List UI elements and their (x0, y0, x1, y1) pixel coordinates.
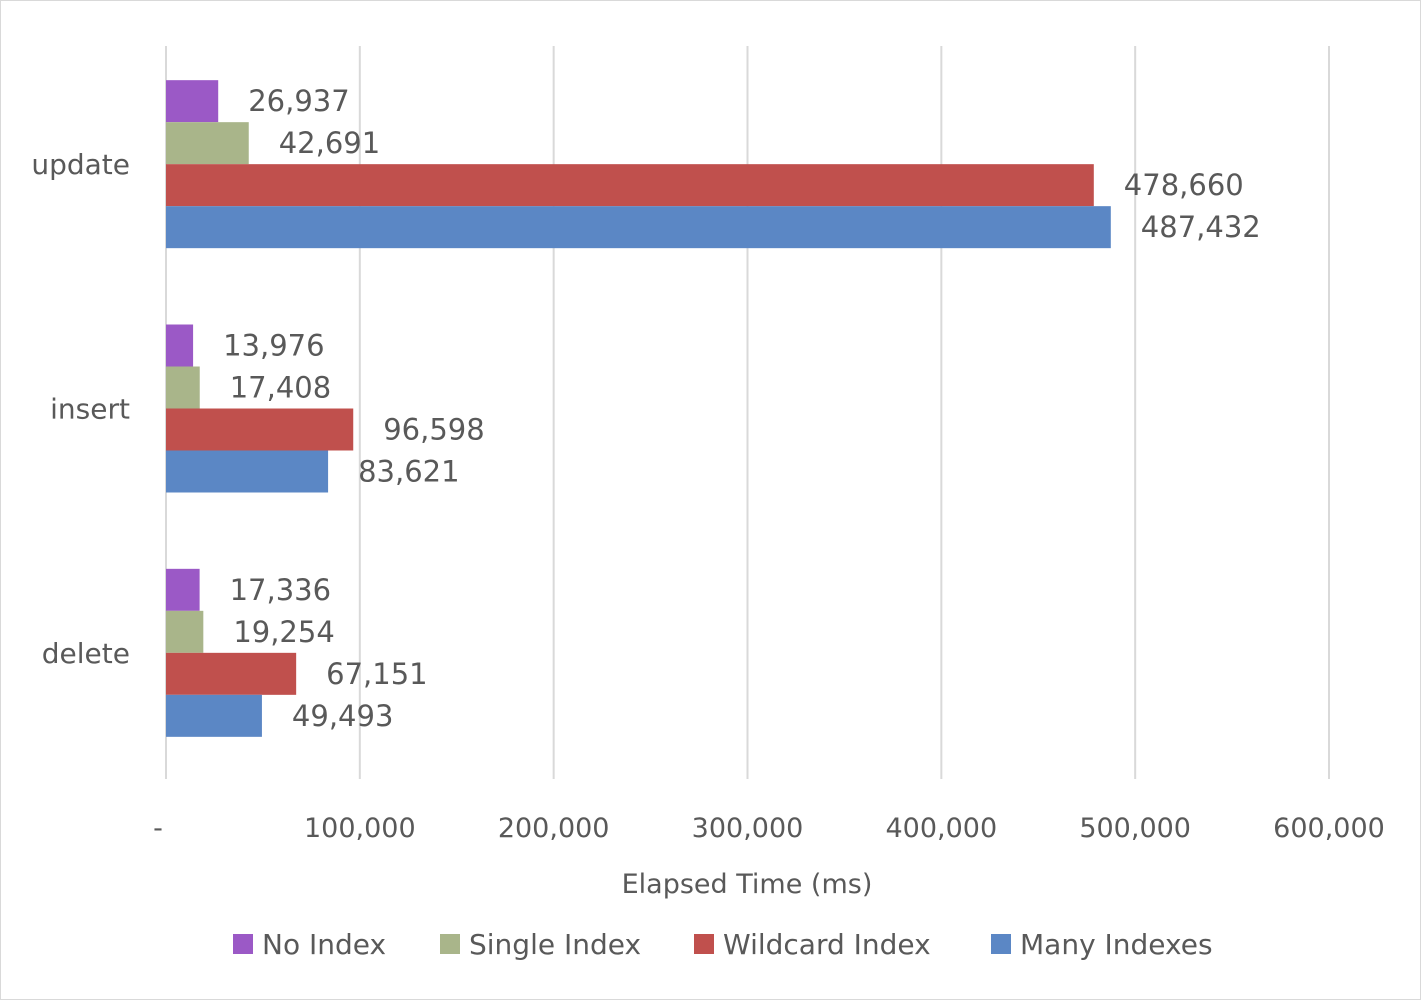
legend-swatch (694, 934, 714, 954)
data-label: 19,254 (233, 615, 334, 649)
legend-swatch (440, 934, 460, 954)
data-label: 49,493 (292, 699, 393, 733)
data-label: 17,336 (230, 573, 331, 607)
data-label: 478,660 (1124, 168, 1244, 202)
bar-delete-no-index (166, 568, 200, 611)
data-labels: 26,937 42,691 478,660 487,432 13,976 17,408 96… (223, 84, 1261, 733)
data-label: 83,621 (358, 455, 459, 489)
data-label: 96,598 (383, 413, 484, 447)
bar-insert-single-index (166, 366, 200, 409)
x-tick-labels: - 100,000 200,000 300,000 400,000 500,000 600,… (153, 813, 1385, 844)
legend-label: No Index (262, 928, 386, 961)
data-label: 17,408 (230, 371, 331, 405)
x-tick-label: 400,000 (886, 813, 998, 844)
category-labels: update insert delete (31, 148, 130, 670)
x-axis-title: Elapsed Time (ms) (622, 869, 873, 900)
category-label-insert: insert (50, 393, 130, 426)
bar-update-no-index (166, 80, 219, 123)
legend-swatch (991, 934, 1011, 954)
data-label: 42,691 (279, 126, 380, 160)
x-tick-label: 200,000 (498, 813, 610, 844)
category-label-delete: delete (42, 637, 130, 670)
bar-delete-many-indexes (166, 694, 262, 737)
bar-insert-no-index (166, 324, 194, 367)
bar-delete-single-index (166, 610, 204, 653)
data-label: 26,937 (248, 84, 349, 118)
legend-label: Many Indexes (1020, 928, 1213, 961)
bars (166, 80, 1111, 737)
x-tick-label: 300,000 (692, 813, 804, 844)
legend-label: Wildcard Index (723, 928, 931, 961)
data-label: 487,432 (1141, 210, 1261, 244)
legend: No Index Single Index Wildcard Index Many I… (233, 928, 1213, 961)
legend-label: Single Index (469, 928, 641, 961)
bar-update-single-index (166, 122, 249, 165)
data-label: 13,976 (223, 329, 324, 363)
bar-insert-wildcard-index (166, 408, 354, 451)
x-tick-label: 100,000 (304, 813, 416, 844)
bar-insert-many-indexes (166, 450, 329, 493)
bar-update-many-indexes (166, 206, 1111, 249)
x-tick-label: - (153, 813, 163, 844)
category-label-update: update (31, 148, 130, 181)
bar-delete-wildcard-index (166, 652, 297, 695)
x-tick-label: 500,000 (1079, 813, 1191, 844)
x-tick-label: 600,000 (1273, 813, 1385, 844)
data-label: 67,151 (326, 657, 427, 691)
bar-update-wildcard-index (166, 164, 1094, 207)
legend-swatch (233, 934, 253, 954)
